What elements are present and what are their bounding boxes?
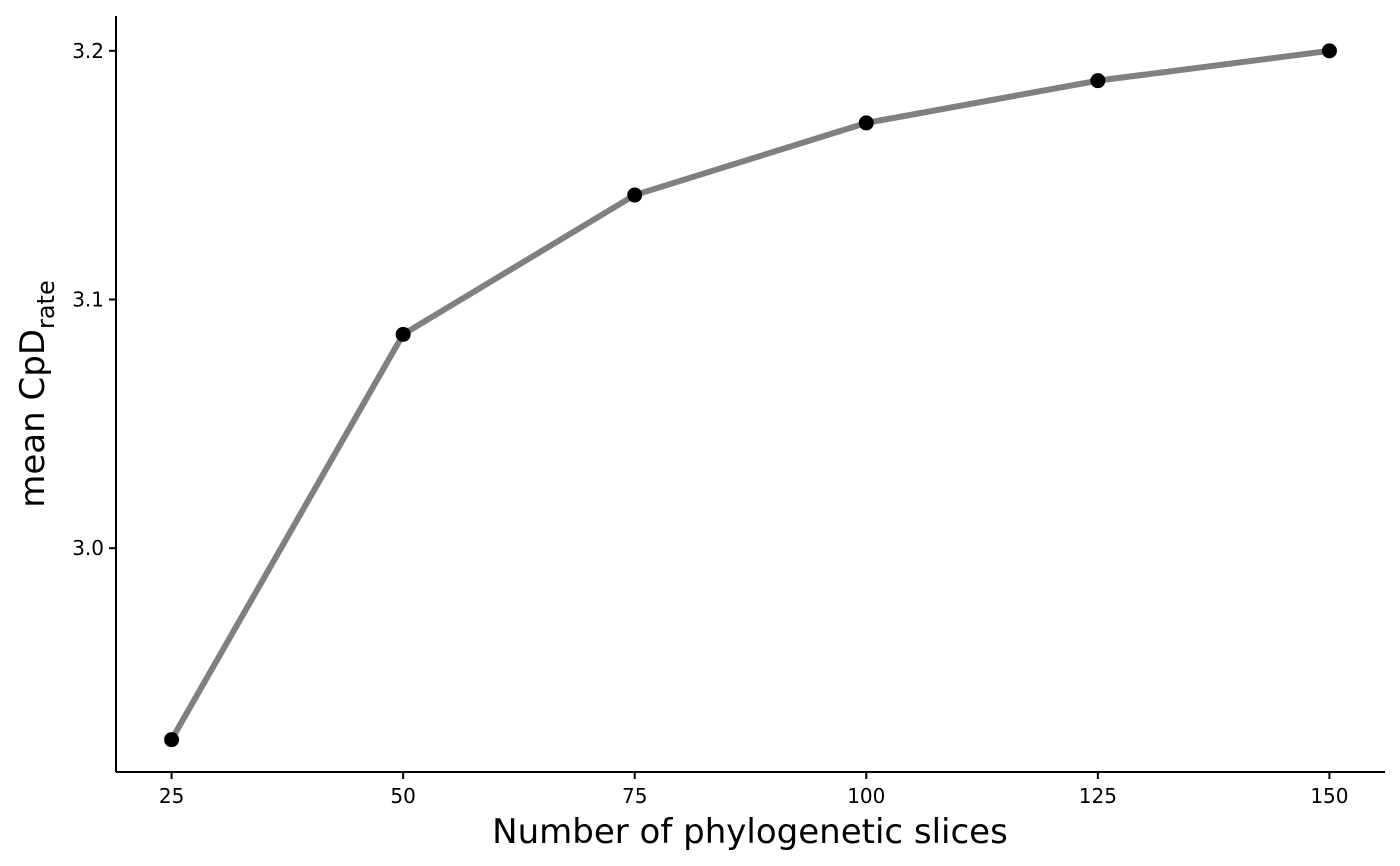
x-tick-label: 25: [159, 784, 184, 808]
y-tick-label: 3.0: [72, 536, 104, 560]
series-group: [164, 43, 1337, 748]
x-ticks: 25 50 75 100 125 150: [159, 772, 1349, 808]
y-axis-title: mean CpDrate: [13, 280, 60, 507]
x-tick-label: 100: [847, 784, 885, 808]
y-tick-label: 3.1: [72, 288, 104, 312]
data-point: [164, 732, 180, 748]
series-line: [168, 47, 1333, 743]
x-axis-title: Number of phylogenetic slices: [492, 812, 1008, 852]
x-tick-label: 125: [1079, 784, 1117, 808]
x-tick-label: 50: [390, 784, 415, 808]
data-point: [1321, 43, 1337, 59]
x-tick-label: 75: [622, 784, 647, 808]
data-point: [627, 187, 643, 203]
x-tick-label: 150: [1310, 784, 1348, 808]
y-axis-title-main: mean CpD: [13, 329, 53, 508]
y-ticks: 3.0 3.1 3.2: [72, 39, 116, 560]
data-point: [395, 326, 411, 342]
y-axis-title-subscript: rate: [32, 280, 60, 329]
y-tick-label: 3.2: [72, 39, 104, 63]
data-point: [1090, 73, 1106, 89]
data-point: [858, 115, 874, 131]
